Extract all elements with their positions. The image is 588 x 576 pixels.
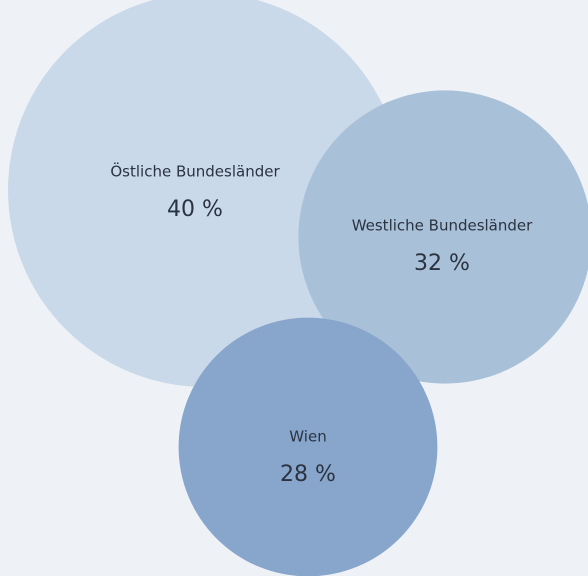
bubble-value-label: 40 % xyxy=(167,197,223,222)
bubble xyxy=(8,0,402,387)
bubble-value-label: 32 % xyxy=(414,251,470,276)
bubble xyxy=(298,90,588,384)
bubble-value-label: 28 % xyxy=(280,462,336,487)
bubble-label: Wien xyxy=(289,428,326,446)
bubble-label: Westliche Bundesländer xyxy=(352,217,533,235)
bubble xyxy=(178,317,438,576)
bubble-label: Östliche Bundesländer xyxy=(110,162,280,181)
